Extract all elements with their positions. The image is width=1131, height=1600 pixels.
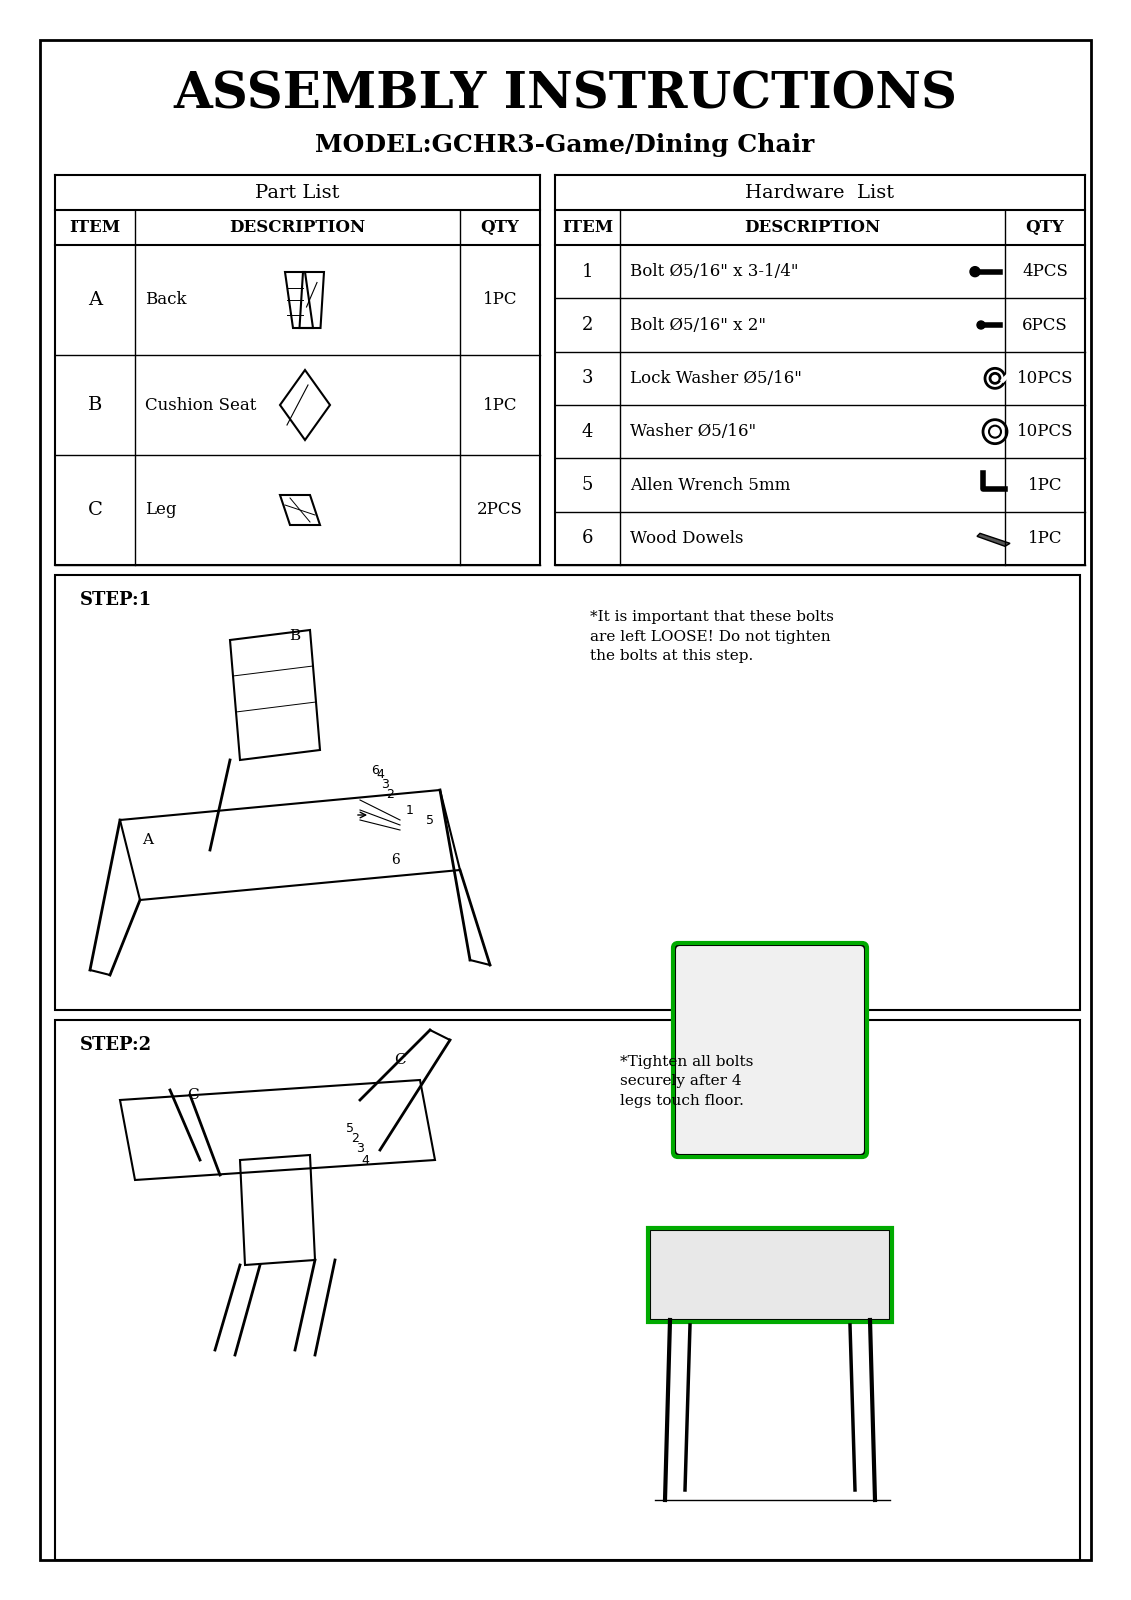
Text: C: C [395, 1053, 406, 1067]
Text: A: A [143, 834, 154, 846]
Bar [55, 574, 1080, 1010]
FancyBboxPatch shape [675, 946, 865, 1155]
Text: 1: 1 [406, 803, 414, 816]
Text: 1: 1 [581, 262, 594, 280]
Text: Cushion Seat: Cushion Seat [145, 397, 257, 413]
Text: 5: 5 [346, 1122, 354, 1134]
Text: C: C [188, 1088, 199, 1102]
Text: 3: 3 [381, 779, 389, 792]
Text: DESCRIPTION: DESCRIPTION [744, 219, 881, 235]
Text: 10PCS: 10PCS [1017, 370, 1073, 387]
Text: 4: 4 [377, 768, 383, 781]
Text: *It is important that these bolts
are left LOOSE! Do not tighten
the bolts at th: *It is important that these bolts are le… [590, 610, 834, 662]
Text: A: A [88, 291, 102, 309]
Text: Back: Back [145, 291, 187, 309]
Text: Washer Ø5/16": Washer Ø5/16" [630, 422, 757, 440]
Text: QTY: QTY [1026, 219, 1064, 235]
Circle shape [970, 267, 979, 277]
Text: STEP:2: STEP:2 [80, 1037, 153, 1054]
Text: ASSEMBLY INSTRUCTIONS: ASSEMBLY INSTRUCTIONS [173, 70, 957, 120]
Text: 6: 6 [581, 530, 594, 547]
Text: 3: 3 [356, 1141, 364, 1155]
Text: Part List: Part List [256, 184, 339, 202]
Text: 4: 4 [581, 422, 593, 440]
Text: 2PCS: 2PCS [477, 501, 523, 518]
Text: Wood Dowels: Wood Dowels [630, 530, 743, 547]
Text: 1PC: 1PC [483, 397, 517, 413]
Text: 1PC: 1PC [1028, 477, 1062, 493]
Text: ITEM: ITEM [69, 219, 121, 235]
Bar [648, 1229, 892, 1322]
Text: Bolt Ø5/16" x 3-1/4": Bolt Ø5/16" x 3-1/4" [630, 262, 798, 280]
Text: Leg: Leg [145, 501, 176, 518]
Bar [650, 1230, 890, 1320]
Text: Lock Washer Ø5/16": Lock Washer Ø5/16" [630, 370, 802, 387]
Bar [55, 1021, 1080, 1560]
Text: MODEL:GCHR3-Game/Dining Chair: MODEL:GCHR3-Game/Dining Chair [316, 133, 814, 157]
Text: 4: 4 [361, 1154, 369, 1166]
Text: 6PCS: 6PCS [1022, 317, 1068, 333]
Text: 1PC: 1PC [1028, 530, 1062, 547]
Text: 5: 5 [426, 813, 434, 827]
Text: Bolt Ø5/16" x 2": Bolt Ø5/16" x 2" [630, 317, 766, 333]
Text: 2: 2 [386, 789, 394, 802]
Text: DESCRIPTION: DESCRIPTION [230, 219, 365, 235]
Text: B: B [290, 629, 301, 643]
Text: C: C [87, 501, 103, 518]
Polygon shape [977, 533, 1010, 546]
Text: ITEM: ITEM [562, 219, 613, 235]
Text: STEP:1: STEP:1 [80, 590, 153, 610]
Text: Allen Wrench 5mm: Allen Wrench 5mm [630, 477, 791, 493]
Text: *Tighten all bolts
securely after 4
legs touch floor.: *Tighten all bolts securely after 4 legs… [620, 1054, 753, 1107]
Text: 1PC: 1PC [483, 291, 517, 309]
Text: 2: 2 [351, 1131, 359, 1144]
Circle shape [977, 322, 985, 330]
Text: 4PCS: 4PCS [1022, 262, 1068, 280]
Text: QTY: QTY [481, 219, 519, 235]
Text: 5: 5 [581, 477, 593, 494]
Text: 2: 2 [581, 317, 593, 334]
Text: 3: 3 [581, 370, 594, 387]
Text: 10PCS: 10PCS [1017, 422, 1073, 440]
Text: 6: 6 [390, 853, 399, 867]
Text: B: B [88, 395, 102, 414]
Text: 6: 6 [371, 763, 379, 776]
Text: Hardware  List: Hardware List [745, 184, 895, 202]
